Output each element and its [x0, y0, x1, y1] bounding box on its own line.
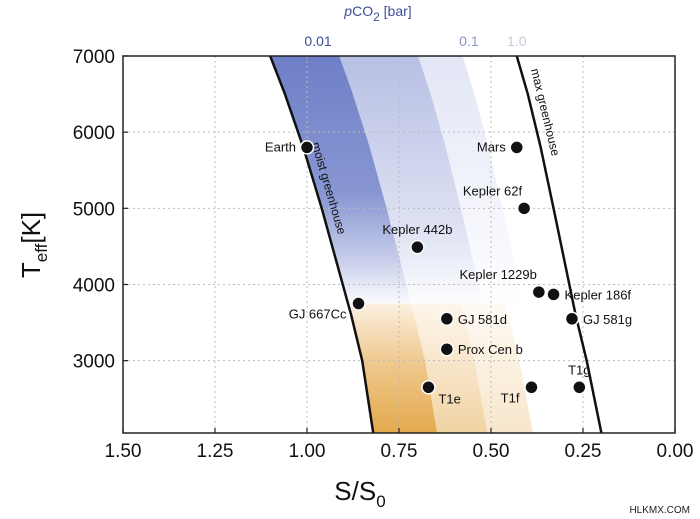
max-greenhouse-curve [515, 56, 603, 433]
x-tick-label: 1.00 [289, 441, 326, 462]
low-temp-band-3 [460, 303, 533, 433]
label-gj-581g: GJ 581g [583, 312, 632, 327]
x-axis-ticks: 1.50 1.25 1.00 0.75 0.50 0.25 0.00 [105, 428, 694, 462]
point-prox-cen-b [439, 341, 455, 357]
co2-band-001 [270, 56, 413, 308]
point-t1f [524, 380, 539, 395]
top-axis-tick-label: 1.0 [507, 33, 527, 49]
label-kepler-442b: Kepler 442b [382, 222, 452, 237]
label-t1f: T1f [501, 390, 520, 405]
y-tick-label: 6000 [73, 123, 115, 144]
co2-band-01 [339, 56, 485, 308]
top-axis-tick-label: 0.1 [459, 33, 479, 49]
label-kepler-62f: Kepler 62f [463, 183, 523, 198]
x-tick-label: 1.25 [197, 441, 234, 462]
point-mars [509, 140, 525, 155]
y-tick-label: 3000 [73, 352, 115, 373]
point-gj-667cc [351, 296, 366, 311]
point-kepler-62f [516, 201, 532, 216]
x-tick-label: 1.50 [105, 441, 142, 462]
co2-bands [270, 56, 533, 433]
y-axis-ticks: 3000 4000 5000 6000 7000 [73, 47, 128, 373]
label-mars: Mars [477, 139, 506, 154]
label-gj-581d: GJ 581d [458, 312, 507, 327]
label-prox-cen-b: Prox Cen b [458, 342, 523, 357]
x-axis-title: S/S0 [334, 476, 385, 511]
point-t1e [421, 380, 436, 395]
planet-points: Earth Mars Kepler 62f Kepler 442b Kepler 122… [265, 139, 632, 406]
label-t1e: T1e [438, 391, 460, 406]
low-temp-band-1 [348, 303, 438, 433]
point-t1g [572, 380, 587, 395]
label-t1g: T1g [568, 362, 590, 377]
y-tick-label: 5000 [73, 199, 115, 220]
point-earth [299, 140, 315, 155]
moist-greenhouse-curve [269, 56, 375, 433]
y-axis-title: Teff[K] [16, 212, 51, 278]
x-tick-label: 0.50 [473, 441, 510, 462]
low-temp-band-2 [411, 303, 488, 433]
watermark: HLKMX.COM [629, 505, 690, 516]
label-kepler-186f: Kepler 186f [565, 287, 632, 302]
point-kepler-442b [410, 239, 425, 255]
label-gj-667cc: GJ 667Cc [289, 307, 347, 322]
point-kepler-1229b [531, 284, 547, 300]
point-gj-581d [439, 311, 455, 327]
grid [123, 56, 675, 433]
y-tick-label: 7000 [73, 47, 115, 68]
x-tick-label: 0.25 [565, 441, 602, 462]
co2-band-1 [418, 56, 525, 308]
x-tick-label: 0.75 [381, 441, 418, 462]
x-tick-label: 0.00 [657, 441, 694, 462]
top-axis-title: pCO2 [bar] [343, 3, 411, 24]
label-earth: Earth [265, 139, 296, 154]
top-axis-tick-label: 0.01 [304, 33, 331, 49]
label-kepler-1229b: Kepler 1229b [459, 267, 536, 282]
top-axis: pCO2 [bar] 0.01 0.1 1.0 [304, 3, 526, 49]
point-kepler-186f [546, 287, 561, 302]
point-gj-581g [564, 311, 580, 327]
y-tick-label: 4000 [73, 275, 115, 296]
